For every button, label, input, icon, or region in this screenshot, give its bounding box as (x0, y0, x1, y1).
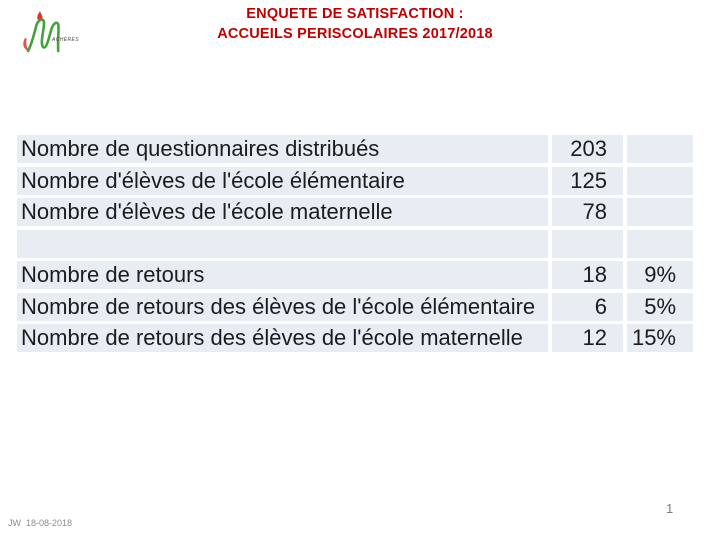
title-line-1: ENQUETE DE SATISFACTION : (246, 6, 464, 22)
logo-swoosh (23, 38, 30, 52)
logo-text: ACHÈRES (51, 36, 79, 43)
table-cell-percent: 15% (627, 324, 693, 352)
table-cell-value: 203 (552, 135, 623, 163)
table-cell-percent: 5% (627, 292, 693, 321)
table-cell-label: Nombre d'élèves de l'école maternelle (17, 198, 548, 226)
table-cell-value: 18 (552, 261, 623, 289)
table-cell-value: 125 (552, 166, 623, 195)
table-cell-label (17, 229, 548, 258)
table-cell-label: Nombre d'élèves de l'école élémentaire (17, 166, 548, 195)
table-cell-value: 12 (552, 324, 623, 352)
table-cell-label: Nombre de retours des élèves de l'école … (17, 292, 548, 321)
results-table: Nombre de questionnaires distribués 203 … (17, 135, 693, 352)
table-cell-label: Nombre de retours des élèves de l'école … (17, 324, 548, 352)
table-cell-percent (627, 166, 693, 195)
logo-flame (37, 11, 43, 21)
slide-title: ENQUETE DE SATISFACTION : ACCUEILS PERIS… (0, 5, 710, 44)
table-cell-percent: 9% (627, 261, 693, 289)
table-cell-value: 78 (552, 198, 623, 226)
title-line-2: ACCUEILS PERISCOLAIRES 2017/2018 (217, 25, 493, 42)
page-number: 1 (666, 501, 674, 516)
table-cell-value: 6 (552, 292, 623, 321)
table-cell-percent (627, 135, 693, 163)
table-cell-label: Nombre de questionnaires distribués (17, 135, 548, 163)
logo-m (26, 18, 60, 53)
footer-author-date: JW 18-08-2018 (8, 518, 73, 528)
table-cell-percent (627, 198, 693, 226)
table-cell-label: Nombre de retours (17, 261, 548, 289)
acheres-logo: ACHÈRES (23, 11, 79, 53)
table-cell-percent (627, 229, 693, 258)
table-cell-value (552, 229, 623, 258)
